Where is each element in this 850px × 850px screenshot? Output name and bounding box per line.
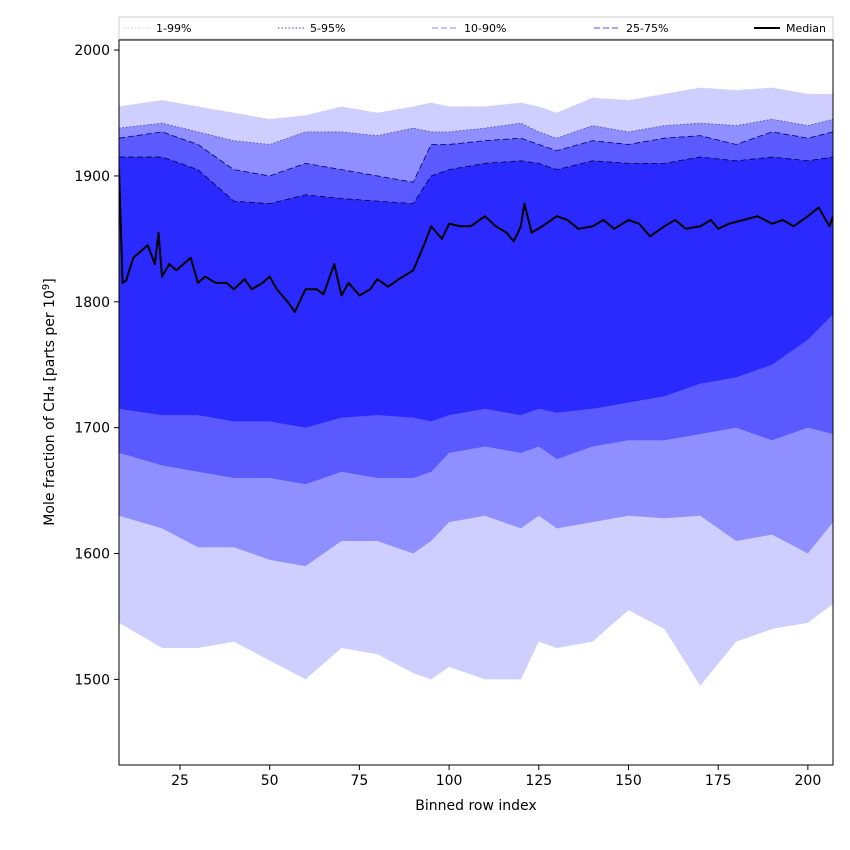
legend-box [118, 16, 834, 40]
y-tick-label: 1800 [74, 295, 110, 311]
y-axis-label-main: Mole fraction of CH₄ [parts per 10 [42, 290, 58, 526]
median-layer [119, 169, 833, 313]
y-tick-label: 2000 [74, 43, 110, 59]
legend-label: Median [786, 22, 826, 35]
x-axis-label: Binned row index [415, 798, 536, 814]
band-25-75% [119, 157, 833, 428]
x-tick-label: 200 [795, 773, 822, 789]
legend-label: 5-95% [310, 22, 345, 35]
band-upper-edge-1-99% [119, 87, 833, 120]
x-tick-label: 150 [615, 773, 642, 789]
x-axis: 25 50 75 100 125 150 175 200 [171, 765, 821, 789]
y-tick-label: 1500 [74, 672, 110, 688]
x-tick-label: 75 [350, 773, 368, 789]
median-line [119, 169, 833, 313]
x-tick-label: 100 [436, 773, 463, 789]
band-upper-edge-25-75% [119, 156, 833, 205]
legend-label: 10-90% [464, 22, 506, 35]
band-upper-edge-5-95% [119, 118, 833, 145]
y-axis-label: Mole fraction of CH₄ [parts per 109] [41, 278, 58, 525]
x-tick-label: 175 [705, 773, 732, 789]
y-tick-label: 1600 [74, 547, 110, 563]
plot-frame [118, 39, 834, 766]
y-tick-label: 1700 [74, 421, 110, 437]
y-axis: 1500 1600 1700 1800 1900 2000 [74, 43, 119, 688]
band-upper-edge-10-90% [119, 131, 833, 183]
y-axis-label-sup: 9 [41, 284, 52, 290]
legend: 1-99% 5-95% 10-90% 25-75% Median [118, 16, 834, 40]
y-axis-label-close: ] [42, 278, 58, 283]
bands-layer [119, 87, 833, 686]
y-tick-label: 1900 [74, 169, 110, 185]
legend-label: 1-99% [156, 22, 191, 35]
x-tick-label: 25 [171, 773, 189, 789]
x-tick-label: 50 [261, 773, 279, 789]
legend-label: 25-75% [626, 22, 668, 35]
x-tick-label: 125 [525, 773, 552, 789]
